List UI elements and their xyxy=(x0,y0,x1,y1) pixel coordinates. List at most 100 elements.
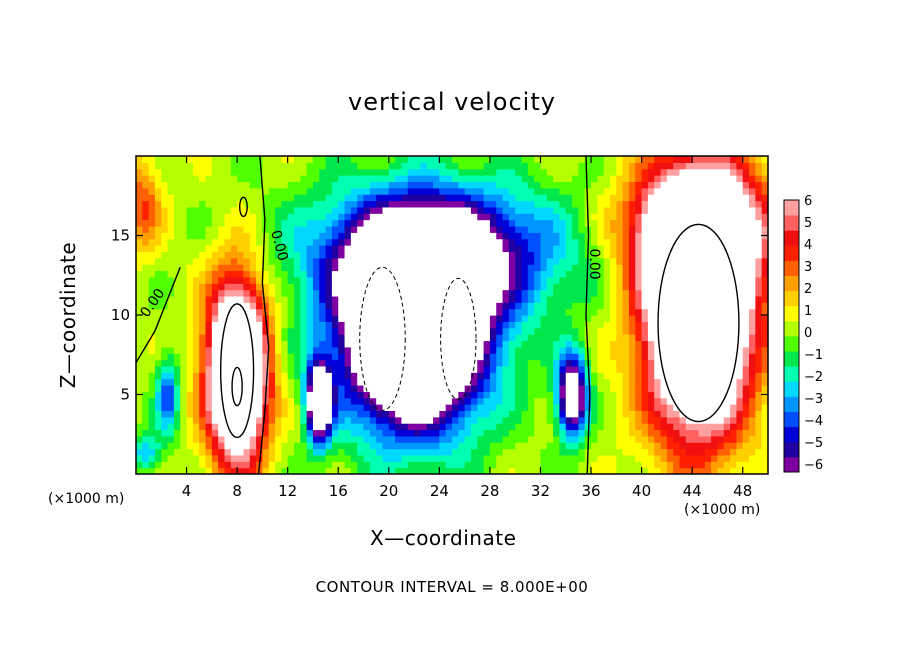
heatmap-cell xyxy=(142,276,150,284)
heatmap-cell xyxy=(723,391,731,399)
heatmap-cell xyxy=(414,295,421,303)
heatmap-cell xyxy=(180,200,188,208)
heatmap-cell xyxy=(470,302,478,310)
heatmap-cell xyxy=(395,219,403,227)
heatmap-cell xyxy=(161,391,169,399)
heatmap-cell xyxy=(243,270,251,278)
heatmap-cell xyxy=(312,251,320,259)
heatmap-cell xyxy=(761,442,768,450)
heatmap-cell xyxy=(268,283,276,291)
heatmap-cell xyxy=(711,276,719,284)
heatmap-cell xyxy=(262,448,270,456)
heatmap-cell xyxy=(736,187,744,195)
heatmap-cell xyxy=(685,289,693,297)
heatmap-cell xyxy=(635,378,643,386)
heatmap-cell xyxy=(692,378,700,386)
heatmap-cell xyxy=(325,353,333,361)
heatmap-cell xyxy=(420,219,428,227)
heatmap-cell xyxy=(407,213,415,221)
heatmap-cell xyxy=(325,225,333,233)
heatmap-cell xyxy=(161,156,169,163)
heatmap-cell xyxy=(711,461,719,469)
heatmap-cell xyxy=(294,156,301,163)
heatmap-cell xyxy=(262,225,270,233)
heatmap-cell xyxy=(610,327,617,335)
heatmap-cell xyxy=(224,232,232,240)
heatmap-cell xyxy=(237,461,245,469)
heatmap-cell xyxy=(761,404,768,411)
heatmap-cell xyxy=(224,162,232,170)
heatmap-cell xyxy=(458,264,466,272)
heatmap-cell xyxy=(230,175,238,183)
heatmap-cell xyxy=(761,327,768,335)
heatmap-cell xyxy=(407,289,415,297)
heatmap-cell xyxy=(654,410,662,418)
heatmap-cell xyxy=(597,461,605,469)
heatmap-cell xyxy=(458,245,466,252)
heatmap-cell xyxy=(489,257,497,265)
heatmap-cell xyxy=(433,378,440,386)
heatmap-cell xyxy=(761,334,768,342)
heatmap-cell xyxy=(685,340,693,348)
heatmap-cell xyxy=(761,359,768,367)
heatmap-cell xyxy=(749,461,756,469)
heatmap-cell xyxy=(186,162,194,170)
heatmap-cell xyxy=(483,454,491,462)
heatmap-cell xyxy=(464,448,472,456)
heatmap-cell xyxy=(711,359,719,367)
heatmap-cell xyxy=(249,397,257,405)
heatmap-cell xyxy=(331,442,339,450)
heatmap-cell xyxy=(363,429,371,437)
heatmap-cell xyxy=(211,448,219,456)
heatmap-cell xyxy=(452,378,459,386)
heatmap-cell xyxy=(331,187,339,195)
heatmap-cell xyxy=(685,232,693,240)
heatmap-cell xyxy=(205,365,213,373)
heatmap-cell xyxy=(660,378,668,386)
heatmap-cell xyxy=(243,404,251,411)
heatmap-cell xyxy=(704,219,712,227)
heatmap-cell xyxy=(470,404,478,411)
heatmap-cell xyxy=(414,327,421,335)
heatmap-cell xyxy=(698,264,706,272)
heatmap-cell xyxy=(312,448,320,456)
heatmap-cell xyxy=(698,276,706,284)
heatmap-cell xyxy=(136,238,143,246)
heatmap-cell xyxy=(723,225,731,233)
heatmap-cell xyxy=(597,219,605,227)
heatmap-cell xyxy=(496,213,504,221)
heatmap-cell xyxy=(673,295,681,303)
heatmap-cell xyxy=(256,442,263,450)
heatmap-cell xyxy=(281,245,289,252)
heatmap-cell xyxy=(433,435,440,443)
heatmap-cell xyxy=(363,353,371,361)
heatmap-cell xyxy=(224,372,232,380)
heatmap-cell xyxy=(723,219,731,227)
heatmap-cell xyxy=(521,264,529,272)
heatmap-cell xyxy=(641,321,649,329)
heatmap-cell xyxy=(173,429,181,437)
heatmap-cell xyxy=(439,289,447,297)
heatmap-cell xyxy=(553,238,561,246)
heatmap-cell xyxy=(224,404,232,411)
heatmap-cell xyxy=(470,467,478,474)
heatmap-cell xyxy=(205,346,213,354)
heatmap-cell xyxy=(496,365,504,373)
heatmap-cell xyxy=(407,168,415,176)
heatmap-cell xyxy=(559,181,567,189)
heatmap-cell xyxy=(534,162,542,170)
heatmap-cell xyxy=(414,168,421,176)
heatmap-cell xyxy=(287,346,295,354)
heatmap-cell xyxy=(426,353,434,361)
heatmap-cell xyxy=(603,442,611,450)
heatmap-cell xyxy=(452,321,459,329)
heatmap-cell xyxy=(395,346,403,354)
heatmap-cell xyxy=(641,359,649,367)
heatmap-cell xyxy=(452,283,459,291)
heatmap-cell xyxy=(666,238,674,246)
heatmap-cell xyxy=(559,378,567,386)
heatmap-cell xyxy=(192,384,200,392)
heatmap-cell xyxy=(654,181,662,189)
heatmap-cell xyxy=(369,391,377,399)
heatmap-cell xyxy=(142,416,150,424)
